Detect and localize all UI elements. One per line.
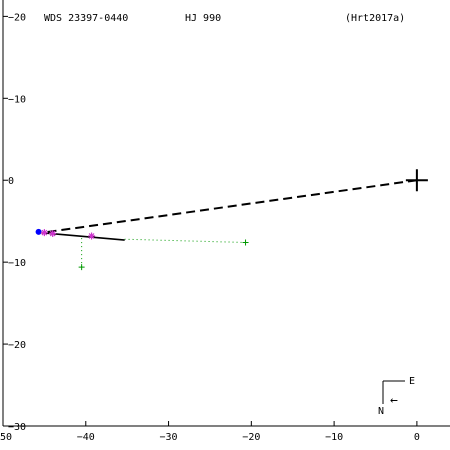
y-tick-label: −10 — [8, 258, 26, 269]
micrometry-point — [242, 239, 249, 246]
speckle-point — [88, 232, 96, 240]
y-tick-label: −20 — [8, 12, 26, 23]
residual-link — [124, 238, 246, 243]
tick-layer: −50 −40 −30 −20 −10 0 −20 −10 0 −10 −20 −30 — [0, 12, 420, 443]
primary-star-marker — [405, 169, 428, 192]
x-tick-label: −50 — [0, 432, 12, 443]
reference-label: (Hrt2017a) — [345, 13, 405, 24]
compass: E N ← — [378, 376, 415, 417]
x-tick-label: −10 — [325, 432, 343, 443]
compass-direction-arrow: ← — [390, 393, 398, 408]
series-layer — [35, 169, 428, 271]
speckle-point — [40, 229, 48, 237]
y-tick-label: 0 — [8, 176, 14, 187]
wds-label: WDS 23397-0440 — [44, 13, 128, 24]
x-tick-label: −30 — [160, 432, 178, 443]
x-tick-label: −20 — [242, 432, 260, 443]
interferometry-point — [35, 228, 42, 235]
plot-frame — [2, 0, 450, 427]
micrometry-point — [78, 264, 85, 271]
y-tick-label: −20 — [8, 340, 26, 351]
y-tick-label: −10 — [8, 94, 26, 105]
discoverer-label: HJ 990 — [185, 13, 221, 24]
compass-east-label: E — [409, 376, 415, 387]
speckle-point — [49, 229, 57, 237]
compass-north-label: N — [378, 406, 384, 417]
x-tick-label: −40 — [77, 432, 95, 443]
line-of-nodes — [42, 179, 418, 234]
y-tick-label: −30 — [8, 422, 26, 433]
x-tick-label: 0 — [414, 432, 420, 443]
